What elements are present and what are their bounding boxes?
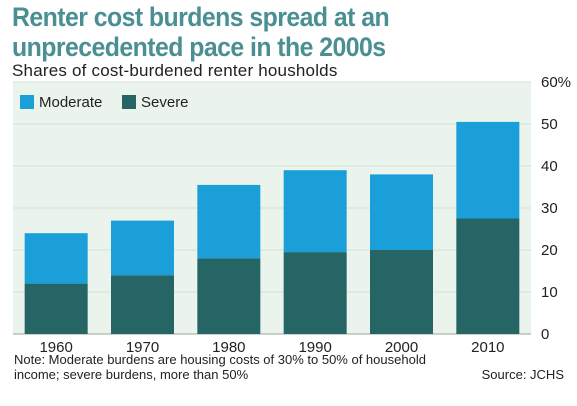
x-tick-label: 1970 (126, 339, 159, 356)
bar-severe-2010 (456, 218, 520, 334)
y-tick-labels: 0 10 20 30 40 50 60% (541, 74, 571, 343)
bar-moderate-1960 (24, 233, 88, 284)
chart-title: Renter cost burdens spread at an unprece… (12, 2, 390, 62)
bar-severe-2000 (370, 250, 433, 334)
chart-note: Note: Moderate burdens are housing costs… (14, 352, 426, 382)
y-tick-label: 30 (541, 200, 558, 217)
x-tick-label: 2000 (385, 339, 418, 356)
y-tick-label: 0 (541, 326, 549, 343)
chart-source: Source: JCHS (481, 367, 564, 382)
gridlines (13, 81, 531, 335)
x-tick-label: 1980 (212, 339, 245, 356)
bar-moderate-1980 (197, 184, 261, 259)
x-tick-label: 1960 (39, 339, 72, 356)
bar-moderate-2000 (370, 174, 433, 250)
legend-swatch-severe (122, 95, 136, 109)
y-tick-label: 40 (541, 158, 558, 175)
legend-swatch-moderate (20, 95, 34, 109)
bar-severe-1990 (283, 252, 347, 334)
bar-moderate-2010 (456, 121, 520, 219)
bar-moderate-1970 (111, 220, 174, 276)
y-tick-label: 60% (541, 74, 571, 91)
legend-label-severe: Severe (141, 94, 189, 111)
y-tick-label: 20 (541, 242, 558, 259)
y-tick-label: 10 (541, 284, 558, 301)
bar-moderate-1990 (283, 170, 347, 253)
x-tick-labels: 1960 1970 1980 1990 2000 2010 (39, 339, 504, 356)
x-tick-label: 2010 (471, 339, 504, 356)
bars (24, 121, 520, 334)
bar-severe-1970 (111, 275, 174, 334)
legend-label-moderate: Moderate (39, 94, 102, 111)
bar-severe-1980 (197, 258, 261, 334)
y-tick-label: 50 (541, 116, 558, 133)
legend: Moderate Severe (20, 94, 189, 111)
chart-subtitle: Shares of cost-burdened renter housholds (12, 61, 338, 80)
bar-severe-1960 (24, 283, 88, 334)
x-tick-label: 1990 (298, 339, 331, 356)
